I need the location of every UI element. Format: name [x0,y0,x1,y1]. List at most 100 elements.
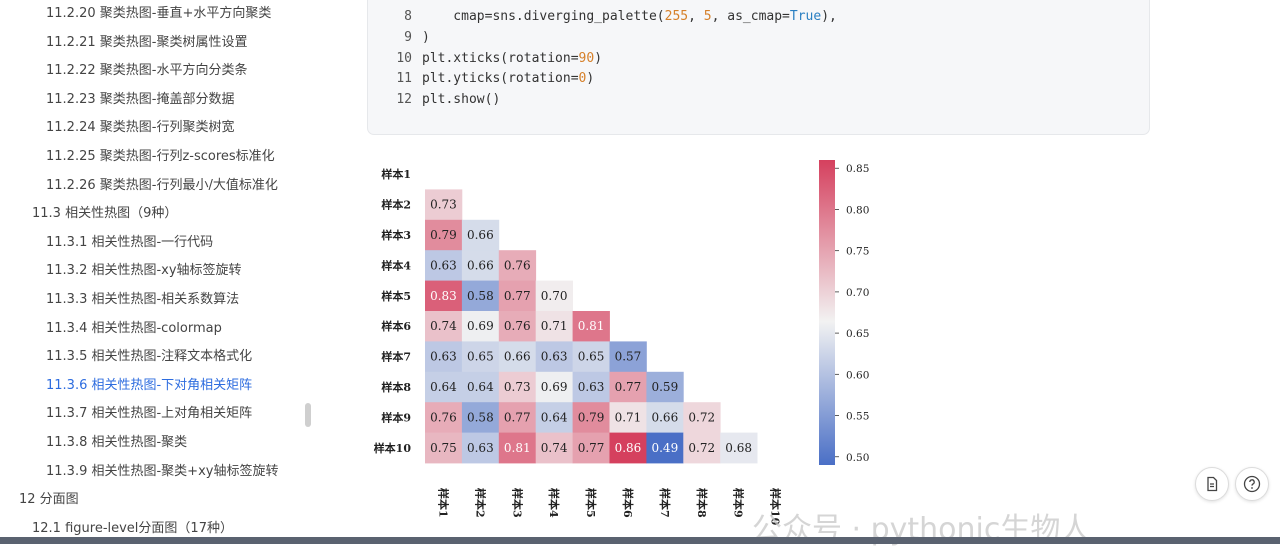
heatmap-cell [425,219,463,251]
toc-item[interactable]: 11.2.21 聚类热图-聚类树属性设置 [46,34,248,50]
line-number: 11 [396,71,412,87]
toc-item[interactable]: 11.3.8 相关性热图-聚类 [46,435,188,450]
heatmap-cell [535,402,573,433]
heatmap-cell [461,432,500,464]
x-tick-label: 样本5 [584,488,598,518]
heatmap-cell [425,371,463,403]
doc-button[interactable] [1195,467,1229,501]
line-number: 8 [404,9,412,24]
heatmap-cell [646,432,684,464]
y-tick-label: 样本3 [381,228,411,242]
code-token: cmap=sns.diverging_palette( [422,9,665,24]
toc-item[interactable]: 11.2.26 聚类热图-行列最小/大值标准化 [46,177,278,193]
y-tick-label: 样本10 [374,441,412,455]
code-line: 10 plt.xticks(rotation=90) [368,48,1148,69]
question-icon [1243,475,1261,493]
heatmap-cell-label: 0.66 [504,350,531,364]
heatmap-cell [425,250,463,281]
colorbar-tick-label: 0.50 [846,452,869,464]
heatmap-cell-label: 0.74 [430,319,457,333]
heatmap-cell [535,341,573,373]
heatmap-cell [461,280,500,312]
toc-item[interactable]: 11.3.6 相关性热图-下对角相关矩阵 [46,377,253,393]
toc-item[interactable]: 11.3.4 相关性热图-colormap [46,320,222,336]
heatmap-cell-label: 0.64 [467,380,494,394]
toc-item[interactable]: 12.1 figure-level分面图（17种） [32,520,233,536]
heatmap-cell-label: 0.79 [578,410,605,424]
toc-item[interactable]: 11.2.24 聚类热图-行列聚类树宽 [46,120,235,136]
heatmap-cell-label: 0.73 [430,198,457,212]
line-number: 9 [404,29,412,45]
toc-item[interactable]: 11.3.1 相关性热图-一行代码 [46,234,214,250]
help-button[interactable] [1235,467,1269,501]
heatmap-cell [461,341,500,373]
toc-item[interactable]: 12 分面图 [19,492,79,508]
code-token: ) [594,50,603,66]
toc-item[interactable]: 11.3.5 相关性热图-注释文本格式化 [46,349,253,365]
x-tick-label: 样本7 [658,488,672,518]
code-token: 5 [703,9,712,24]
doc-icon [1207,476,1218,492]
colorbar-tick-label: 0.65 [846,328,869,340]
heatmap-cell [572,311,610,342]
heatmap-cell [535,432,573,464]
heatmap-cell [425,311,463,342]
colorbar-tick-label: 0.75 [846,246,869,258]
line-number: 10 [396,50,412,66]
colorbar-tick-label: 0.55 [846,411,869,423]
heatmap-cell [461,402,500,433]
heatmap-cell-label: 0.68 [725,441,752,455]
x-tick-label: 样本2 [473,488,487,518]
code-token: 255 [664,9,689,24]
toc-item[interactable]: 11.2.22 聚类热图-水平方向分类条 [46,63,248,79]
heatmap-cell-label: 0.71 [615,410,642,424]
heatmap-cell-label: 0.69 [467,319,494,333]
heatmap-cell-label: 0.77 [578,441,605,455]
code-token: ) [586,71,595,87]
colorbar-tick-label: 0.85 [846,163,869,175]
line-code: plt.yticks(rotation=0) [422,68,594,89]
bottom-bar [0,537,1280,544]
toc-item[interactable]: 11.2.25 聚类热图-行列z-scores标准化 [46,149,275,164]
toc-item[interactable]: 11.3.7 相关性热图-上对角相关矩阵 [46,406,253,422]
toc-item[interactable]: 11.3.9 相关性热图-聚类+xy轴标签旋转 [46,463,279,479]
toc-item[interactable]: 11.3 相关性热图（9种） [32,206,178,222]
heatmap-cell-label: 0.76 [430,410,457,424]
y-tick-label: 样本2 [381,198,411,212]
heatmap-cell-label: 0.58 [467,410,494,424]
heatmap-cell [425,402,463,433]
heatmap-cell-label: 0.64 [541,410,568,424]
heatmap-cell [498,280,537,312]
heatmap-cell-label: 0.86 [615,441,642,455]
heatmap-cell [498,371,537,403]
x-tick-label: 样本9 [732,488,746,518]
heatmap-cell [609,402,647,433]
y-tick-label: 样本8 [381,380,411,394]
heatmap-cell-label: 0.63 [467,441,494,455]
y-tick-label: 样本7 [381,350,411,364]
colorbar-tick-label: 0.60 [846,369,869,381]
heatmap-cell-label: 0.66 [467,258,494,272]
heatmap-cell [535,280,573,312]
heatmap-cell-label: 0.79 [430,228,457,242]
heatmap-cell [498,341,537,373]
heatmap-cell-label: 0.76 [504,319,531,333]
heatmap-cell-label: 0.70 [541,289,568,303]
toc-item[interactable]: 11.2.23 聚类热图-掩盖部分数据 [46,91,235,107]
code-token: plt.xticks(rotation= [422,50,579,66]
toc-item[interactable]: 11.3.2 相关性热图-xy轴标签旋转 [46,263,242,279]
heatmap-cell [572,371,610,403]
toc-item[interactable]: 11.3.3 相关性热图-相关系数算法 [46,292,240,307]
sidebar-scrollbar[interactable] [305,403,311,427]
heatmap-cell [609,341,647,373]
toc-item[interactable]: 11.2.20 聚类热图-垂直+水平方向聚类 [46,6,272,21]
code-token: 90 [578,50,595,66]
heatmap-cell [609,371,647,403]
y-tick-label: 样本9 [381,410,411,424]
heatmap-cell-label: 0.63 [430,258,457,272]
heatmap-cell [498,402,537,433]
heatmap-cell [498,432,537,464]
heatmap-cell-label: 0.49 [651,441,678,455]
code-token: 0 [578,71,587,87]
